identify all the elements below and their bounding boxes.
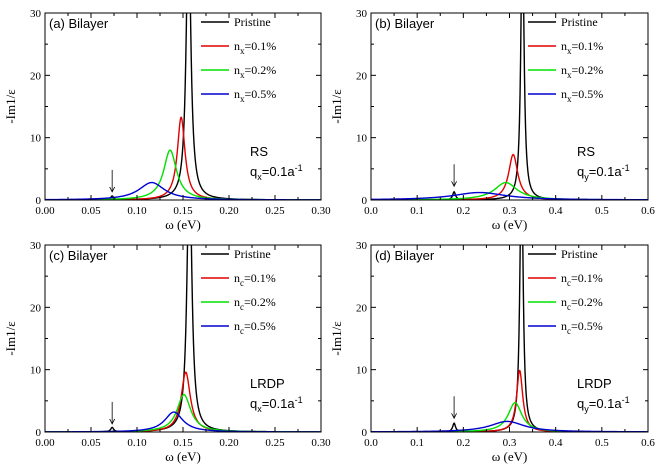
legend-label: nx=0.1% xyxy=(561,39,603,56)
x-tick-label: 0.5 xyxy=(595,437,609,449)
y-tick-label: 10 xyxy=(356,365,368,377)
x-tick-label: 0.20 xyxy=(219,437,239,449)
legend-label: Pristine xyxy=(234,247,271,261)
x-tick-label: 0.10 xyxy=(127,205,147,217)
legend: Pristine nx=0.1% nx=0.2% nx=0.5% xyxy=(528,15,603,104)
arrow-head-icon xyxy=(451,181,457,188)
panel-1: 0.00 0.05 0.10 0.15 0.20 0.25 0.30 0 10 20 30 ω (eV… xyxy=(3,8,331,232)
panel-4: 0.0 0.1 0.2 0.3 0.4 0.5 0.6 0 10 20 30 ω (eV) -Im1/ε… xyxy=(329,240,655,464)
x-tick-label: 0.2 xyxy=(456,437,470,449)
x-tick-label: 0.4 xyxy=(549,205,563,217)
x-axis-title: ω (eV) xyxy=(492,449,528,464)
x-tick-label: 0.4 xyxy=(549,437,563,449)
annotation-text: RS xyxy=(577,144,595,159)
x-tick-label: 0.25 xyxy=(265,205,285,217)
y-tick-label: 0 xyxy=(362,427,368,439)
legend-label: nc=0.2% xyxy=(234,295,276,312)
x-tick-label: 0.5 xyxy=(595,205,609,217)
y-tick-label: 0 xyxy=(362,195,368,207)
panel-label: (d) Bilayer xyxy=(375,248,435,263)
annotation-text: qy=0.1a-1 xyxy=(577,395,630,414)
panel-label: (a) Bilayer xyxy=(49,16,109,31)
x-tick-label: 0.05 xyxy=(81,437,101,449)
x-tick-label: 0.30 xyxy=(311,205,331,217)
x-tick-label: 0.6 xyxy=(641,205,655,217)
legend-label: nx=0.2% xyxy=(234,63,276,80)
y-axis-title: -Im1/ε xyxy=(3,321,18,356)
panel-label: (b) Bilayer xyxy=(375,16,435,31)
x-tick-label: 0.10 xyxy=(127,437,147,449)
legend-label: nc=0.1% xyxy=(234,271,276,288)
y-tick-label: 0 xyxy=(36,195,42,207)
panel-3: 0.00 0.05 0.10 0.15 0.20 0.25 0.30 0 10 20 30 ω (eV… xyxy=(3,240,331,464)
x-tick-label: 0.6 xyxy=(641,437,655,449)
legend-label: nc=0.5% xyxy=(561,319,603,336)
y-tick-label: 20 xyxy=(30,302,42,314)
legend-label: Pristine xyxy=(234,15,271,29)
x-tick-label: 0.1 xyxy=(410,437,424,449)
legend-label: nc=0.2% xyxy=(561,295,603,312)
legend-label: Pristine xyxy=(561,247,598,261)
y-tick-label: 20 xyxy=(356,70,368,82)
legend-label: Pristine xyxy=(561,15,598,29)
x-tick-label: 0.0 xyxy=(364,437,378,449)
x-tick-label: 0.00 xyxy=(35,205,55,217)
y-tick-label: 30 xyxy=(30,240,42,252)
y-axis-title: -Im1/ε xyxy=(329,89,344,124)
y-tick-label: 10 xyxy=(30,365,42,377)
y-tick-label: 30 xyxy=(30,8,42,20)
x-tick-label: 0.25 xyxy=(265,437,285,449)
y-tick-label: 10 xyxy=(356,133,368,145)
y-tick-label: 20 xyxy=(356,302,368,314)
annotation-text: LRDP xyxy=(577,376,612,391)
annotation-text: qx=0.1a-1 xyxy=(250,395,303,414)
y-axis-title: -Im1/ε xyxy=(3,89,18,124)
annotation-text: LRDP xyxy=(250,376,285,391)
x-axis-title: ω (eV) xyxy=(165,217,201,232)
y-tick-label: 30 xyxy=(356,8,368,20)
x-tick-label: 0.2 xyxy=(456,205,470,217)
legend: Pristine nc=0.1% nc=0.2% nc=0.5% xyxy=(201,247,276,336)
legend-label: nx=0.1% xyxy=(234,39,276,56)
x-tick-label: 0.3 xyxy=(503,437,517,449)
legend-label: nx=0.5% xyxy=(561,87,603,104)
y-tick-label: 0 xyxy=(36,427,42,439)
x-axis-title: ω (eV) xyxy=(492,217,528,232)
y-tick-label: 20 xyxy=(30,70,42,82)
legend: Pristine nx=0.1% nx=0.2% nx=0.5% xyxy=(201,15,276,104)
legend-label: nc=0.5% xyxy=(234,319,276,336)
x-tick-label: 0.0 xyxy=(364,205,378,217)
arrow-head-icon xyxy=(451,413,457,420)
x-tick-label: 0.00 xyxy=(35,437,55,449)
x-tick-label: 0.3 xyxy=(503,205,517,217)
legend-label: nx=0.2% xyxy=(561,63,603,80)
legend-label: nc=0.1% xyxy=(561,271,603,288)
legend-label: nx=0.5% xyxy=(234,87,276,104)
x-tick-label: 0.30 xyxy=(311,437,331,449)
panel-2: 0.0 0.1 0.2 0.3 0.4 0.5 0.6 0 10 20 30 ω (eV) -Im1/ε… xyxy=(329,8,655,232)
x-axis-title: ω (eV) xyxy=(165,449,201,464)
annotation-text: qx=0.1a-1 xyxy=(250,163,303,182)
arrow-head-icon xyxy=(109,418,116,425)
x-tick-label: 0.05 xyxy=(81,205,101,217)
annotation-text: RS xyxy=(250,144,268,159)
panel-label: (c) Bilayer xyxy=(49,248,108,263)
x-tick-label: 0.1 xyxy=(410,205,424,217)
arrow-head-icon xyxy=(109,186,116,193)
legend: Pristine nc=0.1% nc=0.2% nc=0.5% xyxy=(528,247,603,336)
y-tick-label: 30 xyxy=(356,240,368,252)
y-tick-label: 10 xyxy=(30,133,42,145)
annotation-text: qy=0.1a-1 xyxy=(577,163,630,182)
x-tick-label: 0.15 xyxy=(173,205,193,217)
x-tick-label: 0.15 xyxy=(173,437,193,449)
y-axis-title: -Im1/ε xyxy=(329,321,344,356)
x-tick-label: 0.20 xyxy=(219,205,239,217)
